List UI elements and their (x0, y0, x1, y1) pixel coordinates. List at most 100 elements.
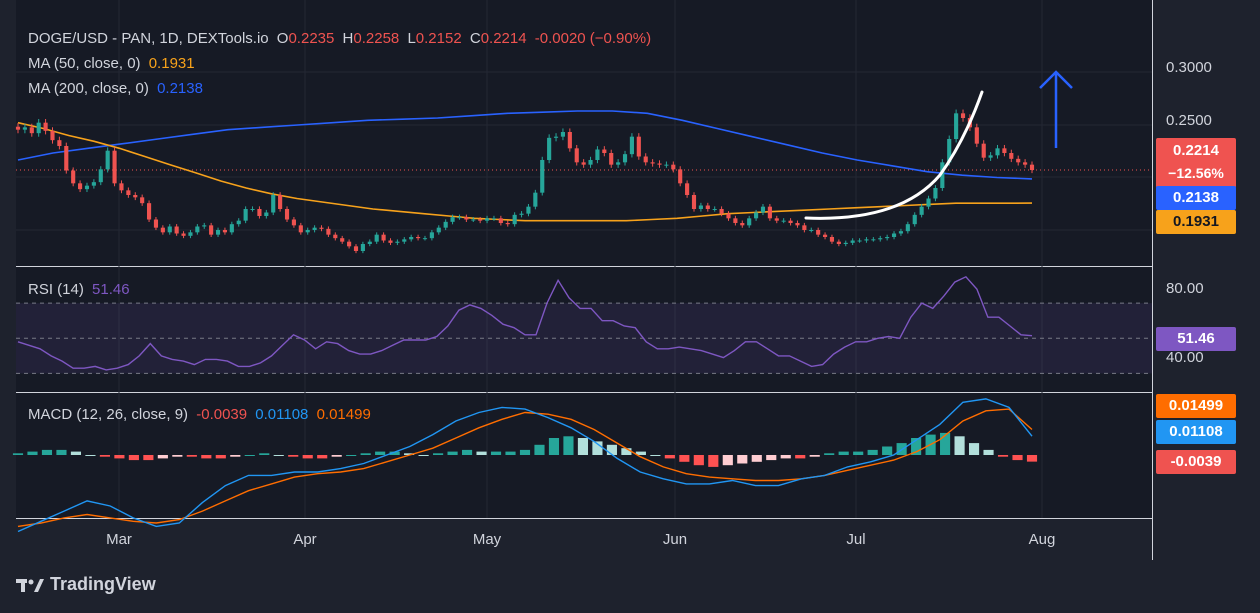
macd-histogram-bar (983, 449, 994, 455)
macd-histogram-bar (997, 455, 1009, 457)
candle (133, 195, 138, 198)
candle (250, 209, 255, 210)
macd-histogram-bar (12, 453, 24, 455)
macd-histogram-bar (534, 444, 545, 455)
brand-logo[interactable]: TradingView (16, 574, 156, 595)
candle (491, 218, 497, 220)
candle (471, 219, 476, 221)
macd-histogram-bar (56, 449, 67, 455)
y-tick-price-0: 0.3000 (1166, 59, 1212, 76)
close-value: 0.2214 (480, 30, 527, 47)
macd-histogram-bar (635, 451, 646, 455)
candle (71, 170, 76, 184)
candle (560, 132, 566, 137)
close-label: C (469, 30, 481, 47)
candle (498, 218, 503, 223)
macd-histogram-bar (201, 455, 212, 459)
candle (1009, 153, 1014, 159)
macd-histogram-bar (461, 449, 473, 455)
candle (229, 224, 234, 233)
candle (112, 150, 117, 184)
candle (450, 217, 455, 222)
candle (326, 228, 331, 235)
candle (505, 223, 510, 225)
x-tick-3: Jun (662, 531, 688, 548)
candle (588, 160, 593, 165)
macd-histogram-bar (70, 451, 82, 455)
candle (802, 225, 807, 230)
candle (1029, 164, 1035, 171)
macd-histogram-bar (780, 455, 791, 459)
candle (360, 244, 365, 251)
macd-histogram-bar (85, 455, 96, 456)
candle (209, 225, 214, 235)
macd-histogram-bar (433, 453, 444, 455)
macd-histogram-bar (563, 436, 574, 455)
y-tick-rsi-1: 40.00 (1166, 349, 1204, 366)
candle (305, 230, 310, 233)
candle (284, 209, 290, 220)
candle (167, 226, 172, 233)
candle (409, 237, 414, 240)
macd-signal-value: 0.01499 (316, 406, 371, 423)
candle (119, 183, 124, 191)
rsi-badge: 51.46 (1156, 327, 1236, 351)
macd-histogram-bar (795, 455, 806, 459)
candle (402, 239, 407, 242)
macd-histogram-bar (737, 455, 748, 464)
candle (643, 156, 648, 163)
candle (84, 185, 90, 190)
ma200-line (17, 110, 1033, 180)
candle (181, 233, 186, 236)
macd-histogram-bar (954, 436, 965, 455)
candle (912, 214, 917, 225)
candle (781, 220, 786, 222)
candle (650, 162, 655, 164)
up-arrow-head (1039, 70, 1073, 89)
candle (388, 240, 393, 243)
macd-line (17, 398, 1033, 533)
macd-signal-badge: 0.01499 (1156, 394, 1236, 418)
macd-histogram-bar (317, 455, 328, 459)
candle (664, 164, 669, 166)
candle (353, 246, 359, 251)
candle (422, 238, 428, 240)
macd-histogram-bar (968, 443, 980, 455)
candle (574, 148, 579, 163)
candle (754, 212, 759, 219)
candle (1023, 162, 1028, 165)
ma50-line (17, 121, 1033, 222)
rsi-label: RSI (14) (28, 281, 84, 298)
macd-histogram-bar (650, 455, 661, 456)
candle (395, 241, 400, 243)
macd-histogram-bar (259, 453, 270, 455)
macd-histogram-bar (664, 455, 675, 459)
candle (105, 150, 110, 170)
candle (774, 218, 779, 221)
candle (685, 183, 690, 195)
macd-label: MACD (12, 26, close, 9) (28, 406, 189, 423)
ma200-badge: 0.2138 (1156, 186, 1236, 210)
candle (367, 241, 372, 244)
macd-histogram-bar (490, 451, 502, 455)
candle (243, 209, 248, 221)
candle (29, 127, 34, 134)
candle (15, 126, 21, 130)
symbol-label: DOGE/USD - PAN, 1D, DEXTools.io (28, 30, 269, 47)
candle (947, 139, 952, 163)
candle (429, 232, 434, 239)
macd-histogram-bar (722, 455, 733, 466)
candle (857, 240, 862, 242)
candle (416, 237, 421, 239)
candle (98, 169, 103, 183)
candle (836, 241, 841, 244)
candle (78, 183, 83, 190)
macd-histogram-bar (418, 455, 429, 456)
x-tick-4: Jul (846, 531, 866, 548)
macd-histogram-bar (375, 451, 386, 455)
candle (595, 149, 600, 160)
price-badge: 0.2214 −12.56% (1156, 138, 1236, 188)
candle (747, 218, 752, 226)
candle (257, 209, 262, 216)
